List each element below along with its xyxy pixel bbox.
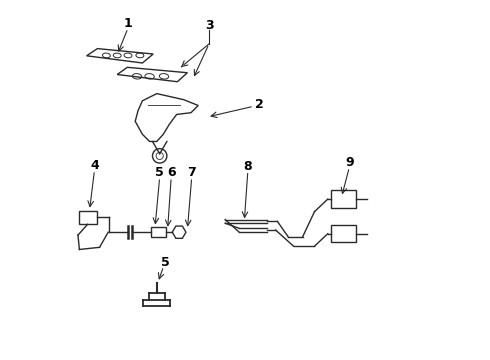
Bar <box>331 190 356 208</box>
Text: 7: 7 <box>187 166 196 179</box>
Text: 5: 5 <box>155 166 164 179</box>
Text: 8: 8 <box>244 160 252 173</box>
Bar <box>151 227 166 237</box>
Bar <box>79 211 98 224</box>
Text: 1: 1 <box>123 17 132 30</box>
Text: 9: 9 <box>345 156 354 169</box>
Text: 5: 5 <box>161 256 170 269</box>
Text: 4: 4 <box>90 159 99 172</box>
Text: 2: 2 <box>255 98 264 111</box>
Text: 6: 6 <box>167 166 175 179</box>
Bar <box>331 225 356 242</box>
Text: 3: 3 <box>205 19 213 32</box>
